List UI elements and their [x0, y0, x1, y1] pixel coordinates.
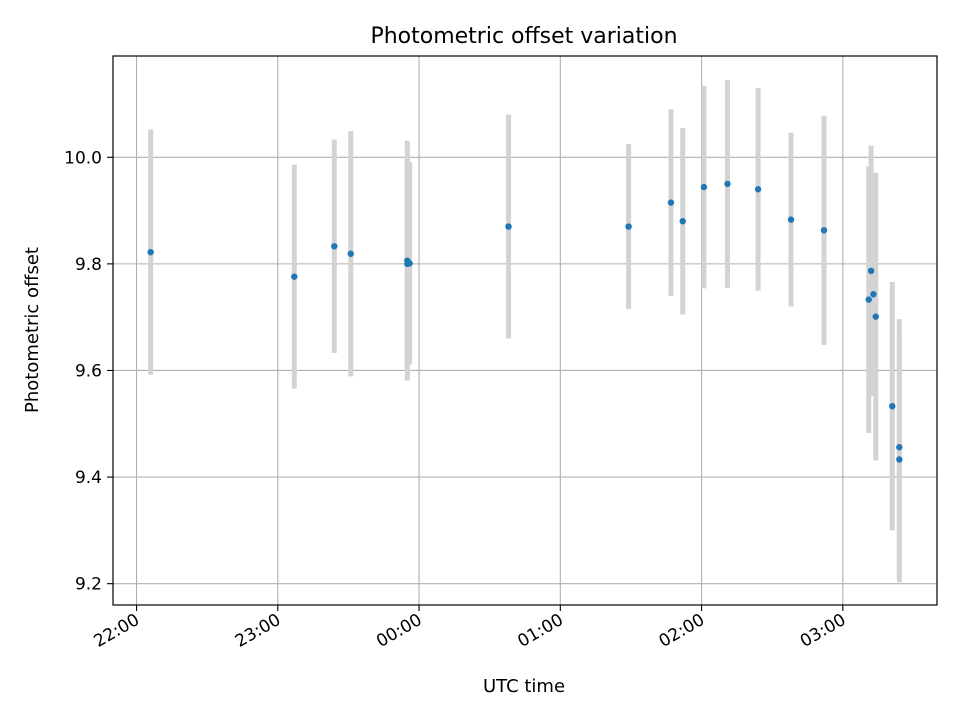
data-point: [667, 199, 675, 206]
y-axis-label: Photometric offset: [22, 247, 43, 413]
data-point: [505, 223, 512, 230]
data-point: [870, 291, 877, 298]
data-point: [754, 186, 762, 193]
data-point: [865, 296, 872, 303]
data-point: [291, 273, 298, 280]
y-tick-label: 9.6: [75, 361, 102, 381]
data-point: [787, 216, 795, 223]
data-points: [147, 180, 903, 463]
grid-lines: [113, 56, 937, 605]
plot-frame: [112, 55, 938, 606]
data-point: [625, 223, 632, 230]
data-point: [724, 180, 731, 188]
data-point: [872, 313, 879, 320]
data-point: [331, 243, 338, 250]
y-tick-label: 10.0: [64, 148, 102, 168]
data-point: [867, 267, 875, 275]
data-point: [889, 402, 896, 410]
x-axis-label: UTC time: [483, 676, 565, 697]
data-point: [147, 248, 154, 256]
y-tick-label: 9.8: [75, 255, 102, 275]
data-point: [679, 218, 686, 225]
y-tick-label: 9.4: [75, 468, 102, 488]
data-point: [896, 456, 903, 463]
data-point: [406, 260, 413, 267]
data-point: [347, 250, 354, 257]
y-tick-label: 9.2: [75, 575, 102, 595]
chart-title: Photometric offset variation: [370, 24, 677, 49]
y-axis-ticks: 9.2 9.4 9.6 9.8 10.0: [64, 148, 113, 595]
data-point: [700, 183, 708, 191]
data-point: [896, 444, 903, 451]
data-point: [820, 227, 828, 234]
